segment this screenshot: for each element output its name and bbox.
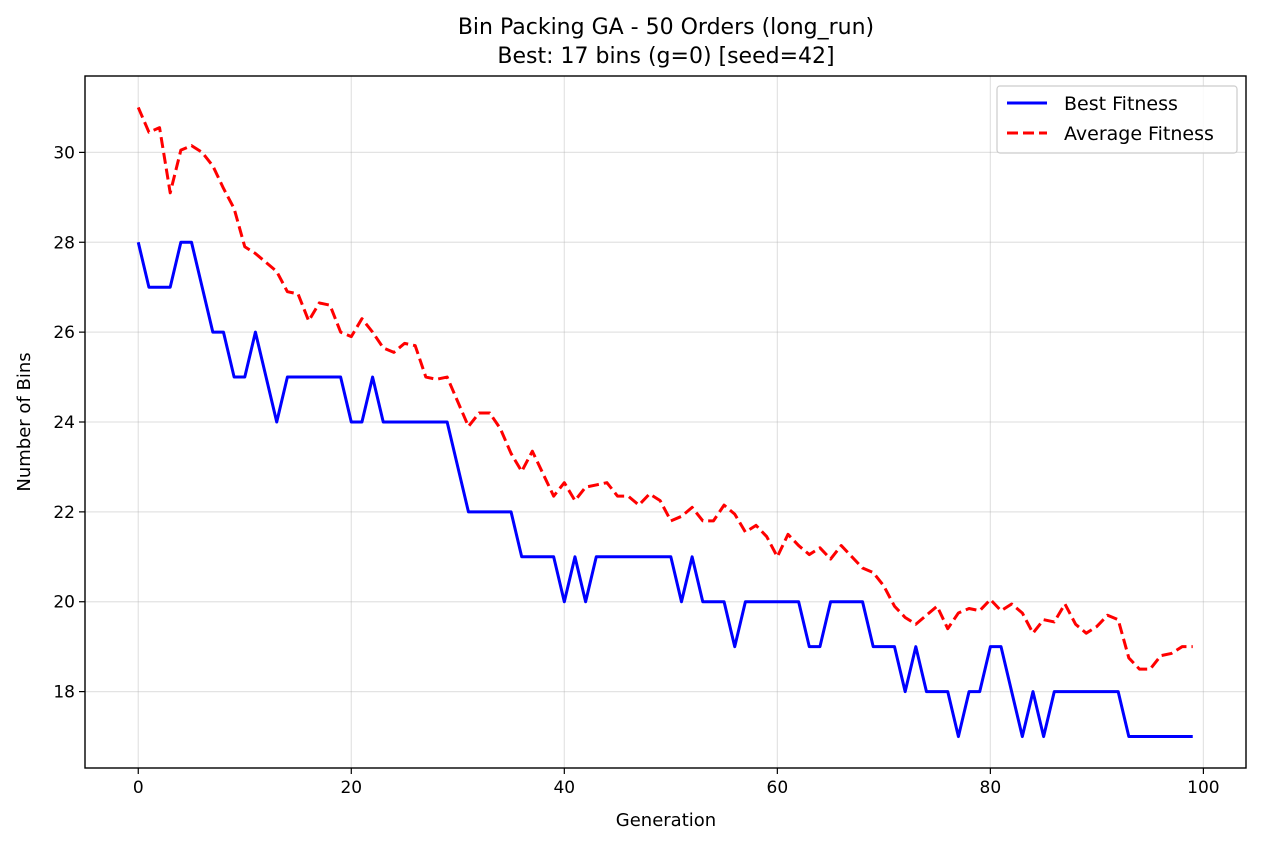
series-line-best-fitness [136, 240, 1193, 739]
x-axis-label: Generation [616, 810, 716, 831]
x-tick-label: 100 [1187, 778, 1219, 798]
legend-box [996, 85, 1238, 154]
legend: Best Fitness Average Fitness [996, 85, 1238, 154]
series-line-average-fitness [136, 106, 1193, 671]
series-layer [136, 106, 1193, 739]
x-tick-label: 60 [767, 778, 789, 798]
x-tick-label: 40 [553, 778, 575, 798]
y-tick-label: 30 [53, 143, 75, 163]
y-axis-ticks: 18 20 22 24 26 28 30 [53, 143, 85, 703]
y-tick-label: 26 [53, 323, 75, 343]
y-axis-label: Number of Bins [14, 352, 35, 491]
chart-subtitle: Best: 17 bins (g=0) [seed=42] [497, 44, 834, 69]
x-tick-label: 20 [340, 778, 362, 798]
y-tick-label: 20 [53, 593, 75, 613]
x-tick-label: 0 [133, 778, 144, 798]
y-tick-label: 28 [53, 233, 75, 253]
chart-title: Bin Packing GA - 50 Orders (long_run) [458, 15, 874, 40]
legend-label-average-fitness: Average Fitness [1064, 123, 1214, 145]
y-tick-label: 24 [53, 413, 75, 433]
x-tick-label: 80 [980, 778, 1002, 798]
x-axis-ticks: 0 20 40 60 80 100 [133, 768, 1220, 798]
legend-label-best-fitness: Best Fitness [1064, 93, 1178, 115]
y-tick-label: 22 [53, 503, 75, 523]
grid-lines [85, 76, 1246, 768]
y-tick-label: 18 [53, 683, 75, 703]
